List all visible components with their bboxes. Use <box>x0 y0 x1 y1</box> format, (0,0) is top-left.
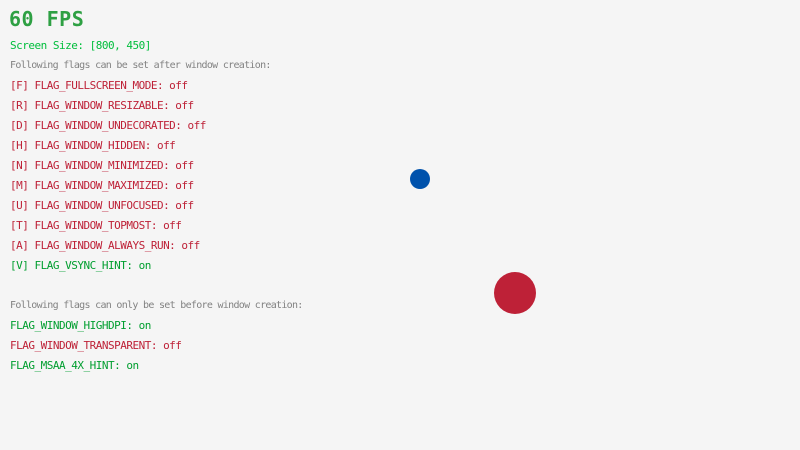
flag-window-topmost: [T] FLAG_WINDOW_TOPMOST: off <box>10 219 182 232</box>
flag-window-undecorated: [D] FLAG_WINDOW_UNDECORATED: off <box>10 119 206 132</box>
after-creation-header: Following flags can be set after window … <box>10 60 271 71</box>
flag-window-highdpi: FLAG_WINDOW_HIGHDPI: on <box>10 319 151 332</box>
fps-counter: 60 FPS <box>9 7 85 31</box>
flag-window-unfocused: [U] FLAG_WINDOW_UNFOCUSED: off <box>10 199 194 212</box>
flag-window-always-run: [A] FLAG_WINDOW_ALWAYS_RUN: off <box>10 239 200 252</box>
flag-vsync-hint: [V] FLAG_VSYNC_HINT: on <box>10 259 151 272</box>
flag-window-resizable: [R] FLAG_WINDOW_RESIZABLE: off <box>10 99 194 112</box>
flag-window-maximized: [M] FLAG_WINDOW_MAXIMIZED: off <box>10 179 194 192</box>
screen-size-label: Screen Size: [800, 450] <box>10 39 151 52</box>
red-ball <box>494 272 536 314</box>
flag-window-minimized: [N] FLAG_WINDOW_MINIMIZED: off <box>10 159 194 172</box>
flag-msaa-4x-hint: FLAG_MSAA_4X_HINT: on <box>10 359 139 372</box>
before-creation-header: Following flags can only be set before w… <box>10 300 303 311</box>
flag-window-hidden: [H] FLAG_WINDOW_HIDDEN: off <box>10 139 176 152</box>
blue-ball <box>410 169 430 189</box>
flag-fullscreen-mode: [F] FLAG_FULLSCREEN_MODE: off <box>10 79 188 92</box>
flag-window-transparent: FLAG_WINDOW_TRANSPARENT: off <box>10 339 182 352</box>
